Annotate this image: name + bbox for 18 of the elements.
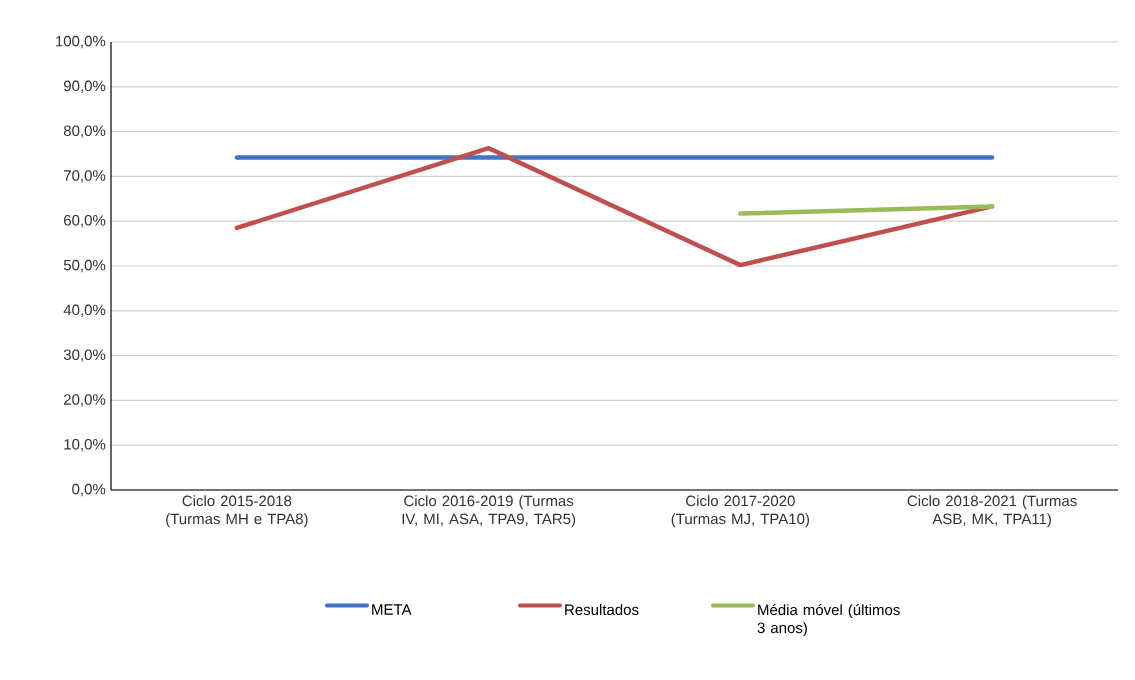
y-tick-label: 90,0% (63, 80, 106, 93)
y-tick-label: 10,0% (64, 439, 106, 452)
y-tick-label: 60,0% (64, 215, 106, 228)
y-tick-label: 80,0% (63, 125, 106, 138)
legend-label: Resultados (565, 604, 639, 616)
y-tick-label: 20,0% (64, 394, 106, 407)
y-tick-label: 70,0% (64, 170, 106, 183)
y-tick-label: 50,0% (63, 259, 106, 273)
legend-label: META (372, 604, 412, 615)
y-tick-label: 0,0% (72, 483, 106, 497)
y-tick-label: 100,0% (56, 35, 106, 49)
y-tick-label: 30,0% (63, 349, 106, 362)
legend-label: Média móvel (últimos 3 anos) (757, 603, 900, 637)
y-tick-label: 40,0% (63, 304, 106, 317)
x-tick-label: Ciclo 2016-2019 (Turmas IV, MI, ASA, TPA9, TAR5) (402, 495, 576, 528)
x-tick-label: Ciclo 2018-2021 (Turmas ASB, MK, TPA11) (907, 495, 1077, 528)
x-tick-label: Ciclo 2015-2018 (Turmas MH e TPA8) (166, 495, 308, 528)
x-tick-label: Ciclo 2017-2020 (Turmas MJ, TPA10) (671, 495, 810, 528)
